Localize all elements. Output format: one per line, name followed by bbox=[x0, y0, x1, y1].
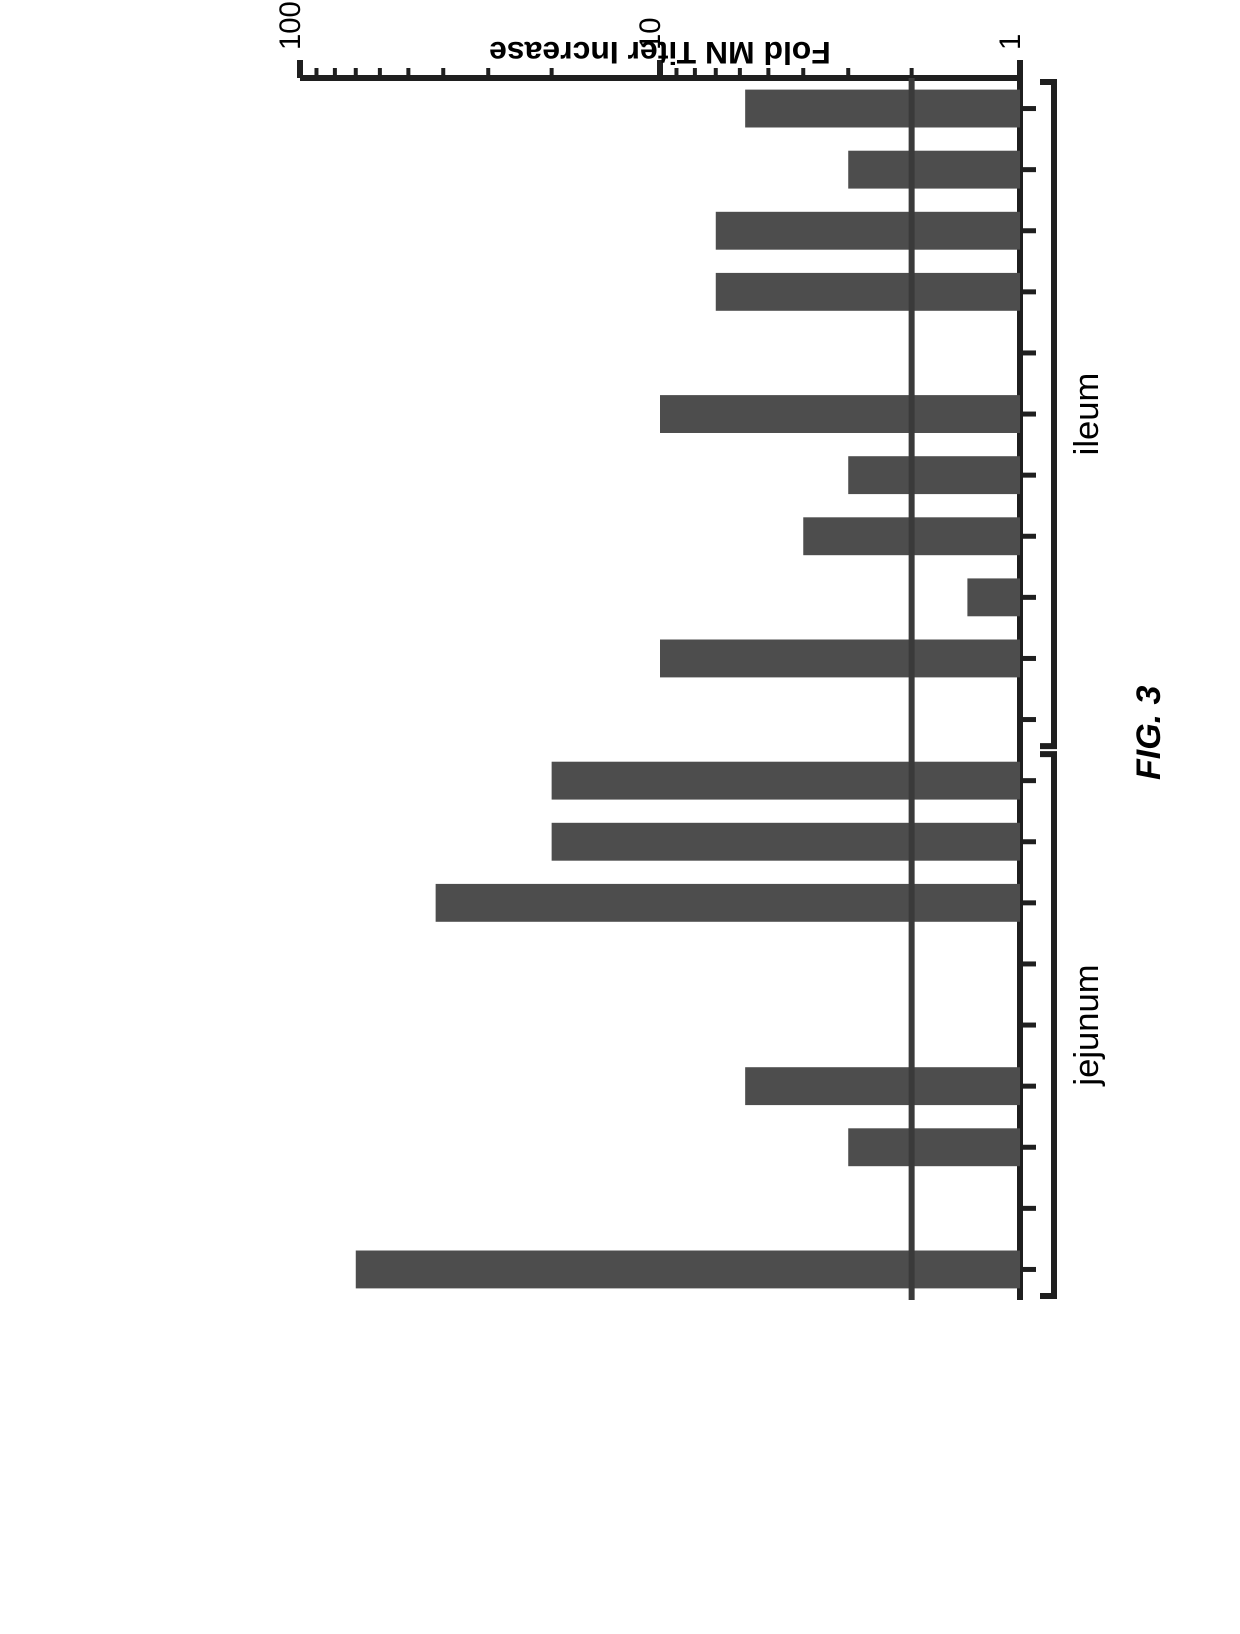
bar bbox=[745, 90, 1020, 128]
bar bbox=[745, 1067, 1020, 1105]
value-axis-tick-label: 1 bbox=[995, 34, 1027, 50]
bar bbox=[716, 212, 1020, 250]
bar bbox=[436, 884, 1020, 922]
group-bracket bbox=[1040, 754, 1054, 1296]
bar bbox=[967, 578, 1020, 616]
group-bracket bbox=[1040, 82, 1054, 746]
bar bbox=[552, 823, 1020, 861]
bar bbox=[356, 1251, 1020, 1289]
bar bbox=[848, 151, 1020, 189]
bar bbox=[848, 1128, 1020, 1166]
bar bbox=[848, 456, 1020, 494]
bar bbox=[660, 640, 1020, 678]
value-axis-label: Fold MN Titer Increase bbox=[489, 35, 831, 71]
figure-container: 110100Fold MN Titer Increaseileumjejunum… bbox=[0, 0, 1240, 1634]
figure-caption: FIG. 3 bbox=[1130, 686, 1169, 780]
bar bbox=[660, 395, 1020, 433]
group-label: ileum bbox=[1068, 373, 1106, 456]
bar-chart: 110100Fold MN Titer Increaseileumjejunum bbox=[0, 0, 1240, 1634]
bar bbox=[552, 762, 1020, 800]
value-axis-tick-label: 100 bbox=[275, 1, 307, 50]
bar bbox=[716, 273, 1020, 311]
group-label: jejunum bbox=[1068, 965, 1106, 1087]
